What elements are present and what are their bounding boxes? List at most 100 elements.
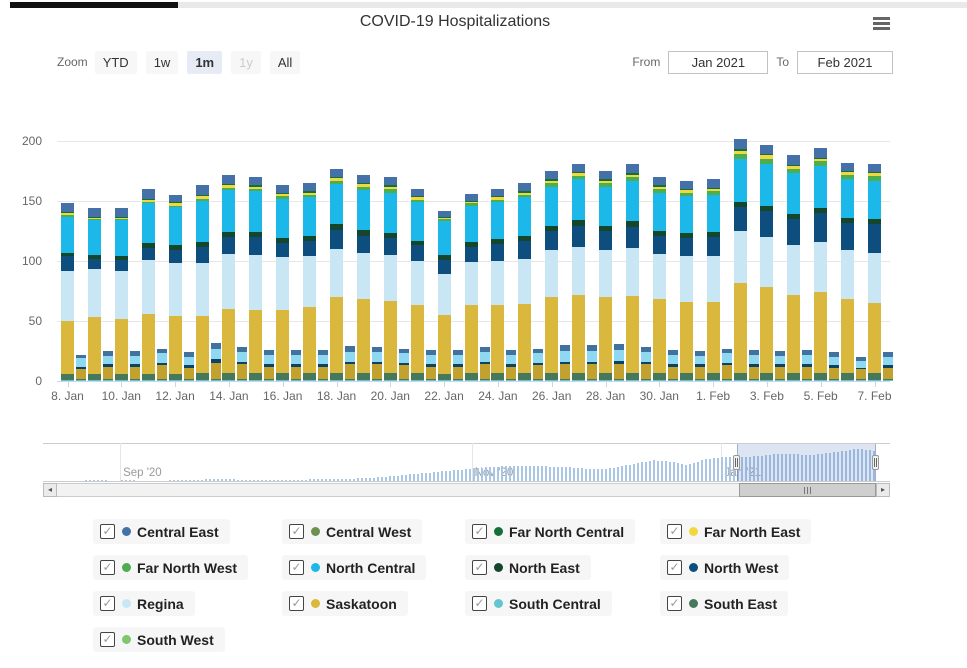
bar-segment-north-central [141,203,155,243]
navigator-column [661,460,663,481]
legend-item-north-east[interactable]: ✓ North East [465,555,591,580]
bar-segment-central-east [506,349,517,355]
legend-item-far-north-west[interactable]: ✓ Far North West [93,555,249,580]
zoom-button-all[interactable]: All [269,50,301,74]
navigator-right-handle[interactable] [871,454,879,470]
zoom-button-1m[interactable]: 1m [187,50,223,74]
legend-item-saskatoon[interactable]: ✓ Saskatoon [282,591,408,616]
bar-segment-regina [518,258,532,305]
legend-checkbox checkbox-checked-icon[interactable]: ✓ [667,560,682,575]
navigator-column [389,476,391,481]
bar-segment-south-central [318,379,329,381]
legend-item-south-central[interactable]: ✓ South Central [465,591,612,616]
scrollbar-left-arrow arrow-left-icon[interactable]: ◂ [43,483,57,497]
zoom-button-1w[interactable]: 1w [145,50,179,74]
date-range-inputs: From To [624,50,893,74]
bar-segment-north-central [425,354,436,365]
legend-item-central-west[interactable]: ✓ Central West [282,519,423,544]
chart-context-menu-button hamburger-icon[interactable] [873,17,890,31]
legend-checkbox checkbox-checked-icon[interactable]: ✓ [100,560,115,575]
bar-segment-south-east [195,372,209,380]
navigator-column [133,480,135,481]
legend-checkbox checkbox-checked-icon[interactable]: ✓ [289,524,304,539]
navigator-column [561,467,563,481]
bar-segment-north-central [264,354,275,365]
bar-segment-far-north-west [410,199,424,203]
bar-segment-saskatoon [706,301,720,373]
navigator-column [457,469,459,481]
bar-segment-far-north-central [276,192,290,194]
legend-checkbox checkbox-checked-icon[interactable]: ✓ [100,596,115,611]
navigator-column [581,468,583,481]
bar-segment-north-west [479,361,490,365]
navigator-column [417,473,419,481]
bar-segment-south-central [76,379,86,381]
bar-segment-regina [787,245,801,295]
x-axis-label: 3. Feb [749,389,784,403]
navigator-column [785,453,787,481]
bar-segment-south-central [102,379,113,381]
legend-item-south-east[interactable]: ✓ South East [660,591,789,616]
legend-checkbox checkbox-checked-icon[interactable]: ✓ [472,524,487,539]
navigator-column [189,480,191,481]
navigator-selected-range[interactable] [736,444,876,481]
bar-segment-saskatoon [572,294,586,373]
bar-segment-far-north-central [787,165,801,167]
legend-checkbox checkbox-checked-icon[interactable]: ✓ [289,596,304,611]
navigator-column [657,460,659,481]
bar-segment-north-central [249,191,263,233]
to-date-input[interactable] [797,50,893,74]
legend-checkbox checkbox-checked-icon[interactable]: ✓ [472,596,487,611]
bar-segment-far-north-west [599,183,612,187]
legend-item-far-north-central[interactable]: ✓ Far North Central [465,519,636,544]
bar-segment-north-east [222,232,236,237]
bar-segment-far-north-east [437,217,451,219]
navigator-column [721,457,723,481]
bar-segment-north-central [371,352,382,362]
navigator-column [177,480,179,481]
navigator-column [265,480,267,481]
navigator-column [289,479,291,481]
navigator-column [97,480,99,481]
legend-item-north-central[interactable]: ✓ North Central [282,555,427,580]
bar-segment-south-central [679,379,693,381]
bar-segment-south-central [210,379,221,381]
legend-checkbox checkbox-checked-icon[interactable]: ✓ [100,632,115,647]
top-loading-bar-track [178,2,967,8]
bar-segment-saskatoon [87,317,101,374]
navigator-column [173,480,175,481]
bar-segment-south-central [425,379,436,381]
bar-segment-far-north-east [410,197,424,200]
bar-segment-far-north-central [303,191,317,193]
bar-segment-north-west [249,237,263,255]
bar-segment-central-east [356,174,370,183]
navigator-left-handle[interactable] [732,454,740,470]
bar-segment-north-west [694,364,705,367]
navigator-column [677,463,679,481]
bar-segment-far-north-central [356,183,370,185]
scrollbar-track[interactable] [57,483,876,497]
legend-checkbox checkbox-checked-icon[interactable]: ✓ [472,560,487,575]
bar-segment-south-east [587,378,598,380]
navigator-column [333,479,335,481]
scrollbar-thumb[interactable] [738,483,876,497]
legend-item-central-east[interactable]: ✓ Central East [93,519,230,544]
bar-segment-north-central [506,354,517,365]
legend-checkbox checkbox-checked-icon[interactable]: ✓ [100,524,115,539]
bar-segment-saskatoon [168,316,182,374]
legend-item-regina[interactable]: ✓ Regina [93,591,195,616]
legend-item-south-west[interactable]: ✓ South West [93,627,225,652]
legend-checkbox checkbox-checked-icon[interactable]: ✓ [667,596,682,611]
legend-item-north-west[interactable]: ✓ North West [660,555,790,580]
legend-item-far-north-east[interactable]: ✓ Far North East [660,519,812,544]
scrollbar-right-arrow arrow-right-icon[interactable]: ▸ [876,483,890,497]
navigator-column [485,467,487,481]
legend-checkbox checkbox-checked-icon[interactable]: ✓ [667,524,682,539]
zoom-button-group: YTD 1w 1m 1y All [94,50,310,74]
legend-checkbox checkbox-checked-icon[interactable]: ✓ [289,560,304,575]
zoom-button-ytd[interactable]: YTD [94,50,137,74]
from-date-input[interactable] [668,50,769,74]
bar-segment-south-east [614,378,624,380]
x-tick [67,381,69,387]
navigator-column [597,469,599,481]
